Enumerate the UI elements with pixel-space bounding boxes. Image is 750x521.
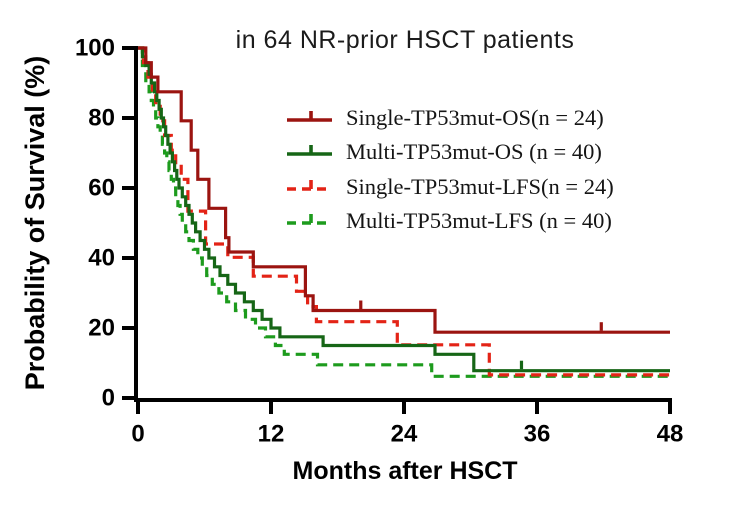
legend-label: Multi-TP53mut-OS (n = 40) (346, 139, 602, 164)
multi-lfs-curve (138, 46, 670, 378)
x-tick-label: 12 (258, 421, 285, 448)
y-tick-label: 100 (75, 35, 115, 62)
multi-lfs-legend-marker-icon (287, 214, 332, 225)
x-tick-label: 24 (391, 421, 418, 448)
legend-label: Single-TP53mut-OS(n = 24) (346, 104, 604, 130)
legend-item-single-os: Single-TP53mut-OS(n = 24) (286, 103, 614, 132)
x-axis-label: Months after HSCT (292, 457, 518, 485)
legend: Single-TP53mut-OS(n = 24) Multi-TP53mut-O… (286, 103, 614, 241)
legend-item-single-lfs: Single-TP53mut-LFS(n = 24) (286, 172, 614, 201)
legend-item-multi-lfs: Multi-TP53mut-LFS (n = 40) (286, 207, 614, 236)
legend-label: Multi-TP53mut-LFS (n = 40) (346, 208, 612, 233)
multi-os-curve (138, 46, 670, 373)
y-tick-label: 40 (88, 245, 115, 272)
legend-label: Single-TP53mut-LFS(n = 24) (346, 173, 614, 199)
x-tick-label: 0 (131, 421, 144, 448)
chart-title: in 64 NR-prior HSCT patients (235, 26, 575, 54)
x-tick-label: 36 (524, 421, 551, 448)
x-tick-label: 48 (657, 421, 684, 448)
single-os-legend-marker-icon (287, 110, 332, 122)
y-tick-label: 0 (102, 385, 115, 412)
y-tick-label: 80 (88, 105, 115, 132)
single-os-curve (138, 46, 670, 334)
y-tick-label: 20 (88, 315, 115, 342)
y-tick-label: 60 (88, 175, 115, 202)
multi-os-legend-marker-icon (287, 145, 332, 156)
single-lfs-curve (138, 46, 670, 377)
legend-item-multi-os: Multi-TP53mut-OS (n = 40) (286, 138, 614, 167)
single-lfs-legend-marker-icon (287, 179, 332, 191)
